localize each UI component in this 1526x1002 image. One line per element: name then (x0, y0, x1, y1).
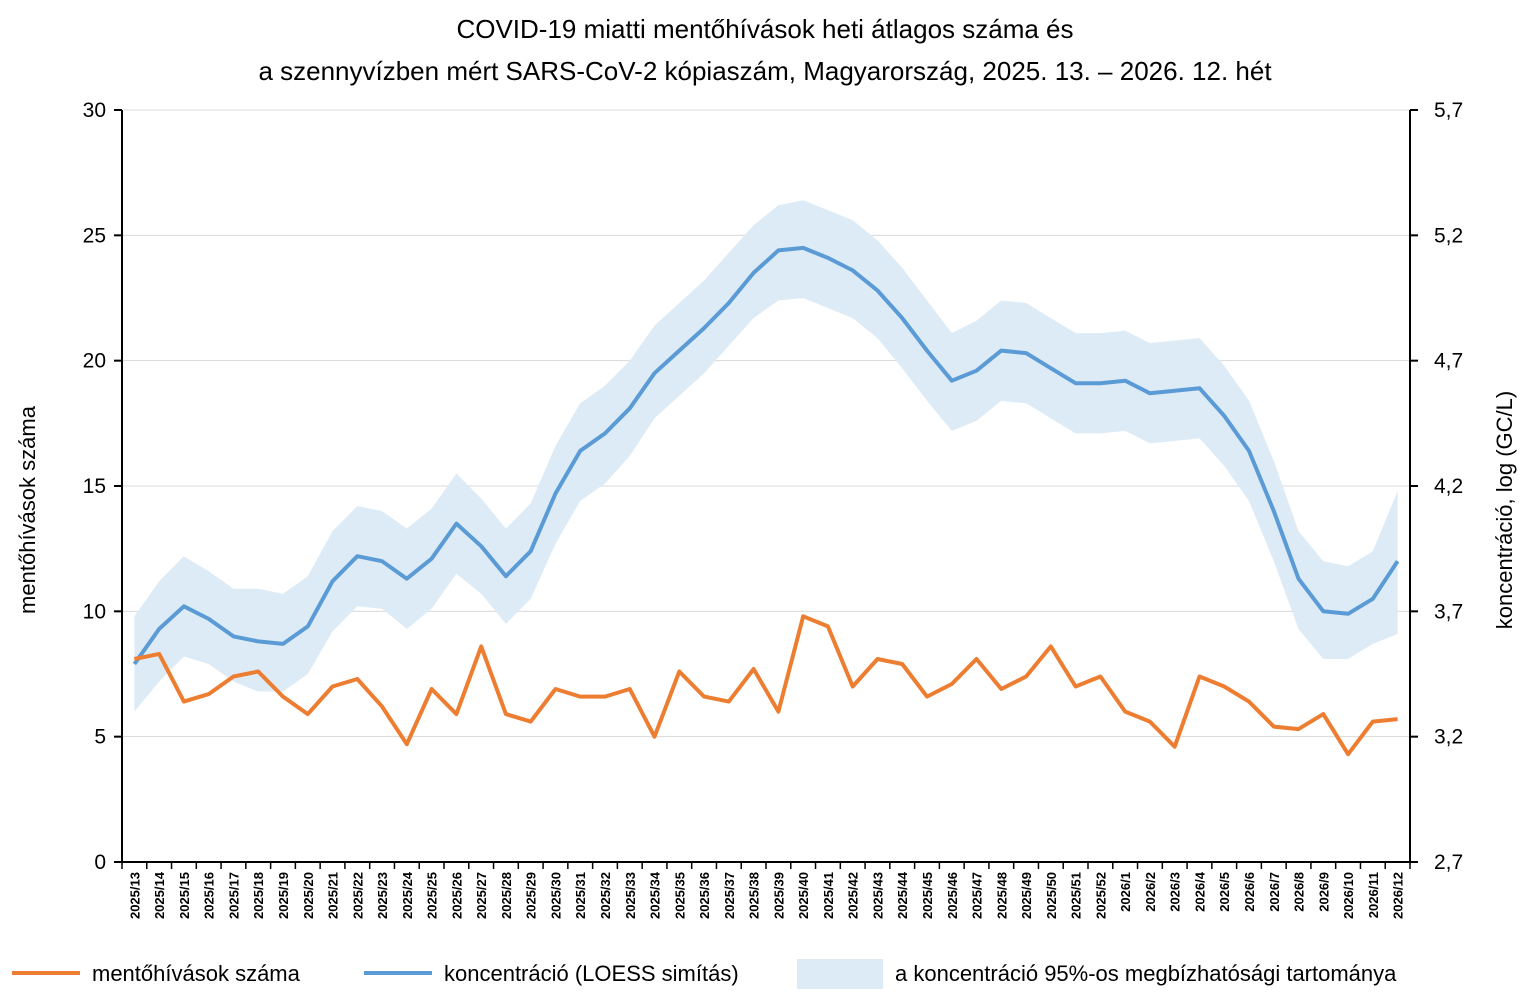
right-axis-tick-label: 4,2 (1434, 475, 1463, 498)
x-axis-tick-label: 2026/10 (1341, 872, 1356, 919)
left-axis-tick-label: 5 (94, 726, 106, 749)
x-axis-tick-label: 2025/29 (524, 872, 539, 919)
x-axis-tick-label: 2025/37 (722, 872, 737, 919)
x-axis-tick-label: 2025/24 (400, 871, 415, 919)
x-axis-tick-label: 2026/1 (1118, 872, 1133, 912)
right-axis-tick-label: 3,2 (1434, 726, 1463, 749)
left-axis-tick-label: 20 (83, 350, 106, 373)
x-axis-tick-label: 2025/28 (499, 872, 514, 919)
left-axis-tick-label: 10 (83, 600, 106, 623)
axes (114, 109, 1418, 869)
x-axis-tick-label: 2026/4 (1193, 871, 1208, 912)
x-axis-tick-label: 2025/51 (1069, 872, 1084, 919)
x-axis-tick-label: 2025/27 (474, 872, 489, 919)
x-axis-tick-label: 2026/8 (1292, 872, 1307, 912)
x-axis-tick-label: 2025/41 (821, 872, 836, 919)
x-axis-tick-label: 2025/22 (350, 872, 365, 919)
confidence-band-layer (134, 200, 1398, 712)
right-axis-tick-label: 3,7 (1434, 600, 1463, 623)
x-axis-tick-label: 2025/40 (796, 872, 811, 919)
right-axis-tick-label: 4,7 (1434, 350, 1463, 373)
x-axis-tick-label: 2025/30 (549, 872, 564, 919)
x-axis-tick-label: 2025/31 (573, 872, 588, 919)
x-axis-tick-label: 2025/26 (449, 872, 464, 919)
series-line-calls (133, 614, 1398, 757)
legend: mentőhívások száma koncentráció (LOESS s… (12, 959, 1397, 989)
x-axis-tick-label: 2025/19 (276, 872, 291, 919)
chart-title: COVID-19 miatti mentőhívások heti átlago… (258, 14, 1272, 86)
x-axis-tick-label: 2025/13 (127, 872, 142, 919)
x-axis-tick-label: 2025/32 (598, 872, 613, 919)
chart-title-line-1: COVID-19 miatti mentőhívások heti átlago… (456, 14, 1073, 44)
x-axis-tick-label: 2025/38 (747, 872, 762, 919)
x-axis-tick-label: 2025/45 (920, 872, 935, 919)
x-axis-tick-label: 2025/17 (227, 872, 242, 919)
right-axis-tick-labels: 2,7 3,2 3,7 4,2 4,7 5,2 5,7 (1434, 99, 1463, 874)
legend-swatch-band (797, 959, 883, 989)
x-axis-tick-label: 2025/18 (251, 872, 266, 919)
x-axis-tick-label: 2026/3 (1168, 872, 1183, 912)
x-axis-tick-label: 2025/47 (970, 872, 985, 919)
legend-label-concentration: koncentráció (LOESS simítás) (444, 961, 739, 986)
chart-title-line-2: a szennyvízben mért SARS-CoV-2 kópiaszám… (258, 56, 1272, 86)
x-axis-tick-label: 2025/15 (177, 872, 192, 919)
x-axis-tick-label: 2025/43 (871, 872, 886, 919)
x-axis-tick-label: 2025/34 (648, 871, 663, 919)
x-axis-tick-label: 2025/21 (326, 872, 341, 919)
legend-label-band: a koncentráció 95%-os megbízhatósági tar… (895, 961, 1397, 986)
x-axis-tick-label: 2025/52 (1093, 872, 1108, 919)
x-axis-tick-label: 2026/2 (1143, 872, 1158, 912)
left-axis-tick-label: 25 (83, 224, 106, 247)
x-axis-tick-label: 2025/49 (1019, 872, 1034, 919)
x-axis-tick-label: 2025/48 (994, 872, 1009, 919)
x-axis-tick-label: 2025/14 (152, 871, 167, 919)
x-axis-tick-label: 2026/5 (1217, 872, 1232, 912)
x-axis-tick-label: 2025/50 (1044, 872, 1059, 919)
x-axis-tick-labels: 2025/13 2025/14 2025/15 2025/16 2025/17 2025/… (127, 871, 1405, 919)
x-axis-tick-label: 2026/7 (1267, 872, 1282, 912)
left-axis-tick-label: 0 (94, 851, 106, 874)
left-axis-tick-labels: 0 5 10 15 20 25 30 (83, 99, 106, 874)
x-axis-tick-label: 2025/42 (846, 872, 861, 919)
right-axis-title: koncentráció, log (GC/L) (1492, 391, 1517, 629)
left-axis-title: mentőhívások száma (15, 405, 40, 614)
series-lines (132, 245, 1400, 757)
x-axis-tick-label: 2025/33 (623, 872, 638, 919)
x-axis-tick-label: 2025/16 (202, 872, 217, 919)
left-axis-tick-label: 15 (83, 475, 106, 498)
x-axis-tick-label: 2025/35 (672, 872, 687, 919)
left-axis-tick-label: 30 (83, 99, 106, 122)
x-axis-tick-label: 2026/12 (1391, 872, 1406, 919)
series-line-concentration (132, 245, 1400, 666)
legend-label-calls: mentőhívások száma (92, 961, 301, 986)
x-axis-tick-label: 2026/11 (1366, 872, 1381, 918)
x-axis-tick-label: 2025/46 (945, 872, 960, 919)
x-axis-tick-label: 2025/44 (895, 871, 910, 919)
right-axis-tick-label: 2,7 (1434, 851, 1463, 874)
x-axis-tick-label: 2025/20 (301, 872, 316, 919)
x-axis-tick-label: 2025/39 (771, 872, 786, 919)
x-axis-tick-label: 2025/25 (425, 872, 440, 919)
right-axis-tick-label: 5,2 (1434, 224, 1463, 247)
right-axis-tick-label: 5,7 (1434, 99, 1463, 122)
x-axis-tick-label: 2026/6 (1242, 872, 1257, 912)
x-axis-tick-label: 2025/36 (697, 872, 712, 919)
x-axis-tick-label: 2025/23 (375, 872, 390, 919)
x-axis-tick-label: 2026/9 (1316, 872, 1331, 912)
confidence-band (134, 200, 1398, 712)
